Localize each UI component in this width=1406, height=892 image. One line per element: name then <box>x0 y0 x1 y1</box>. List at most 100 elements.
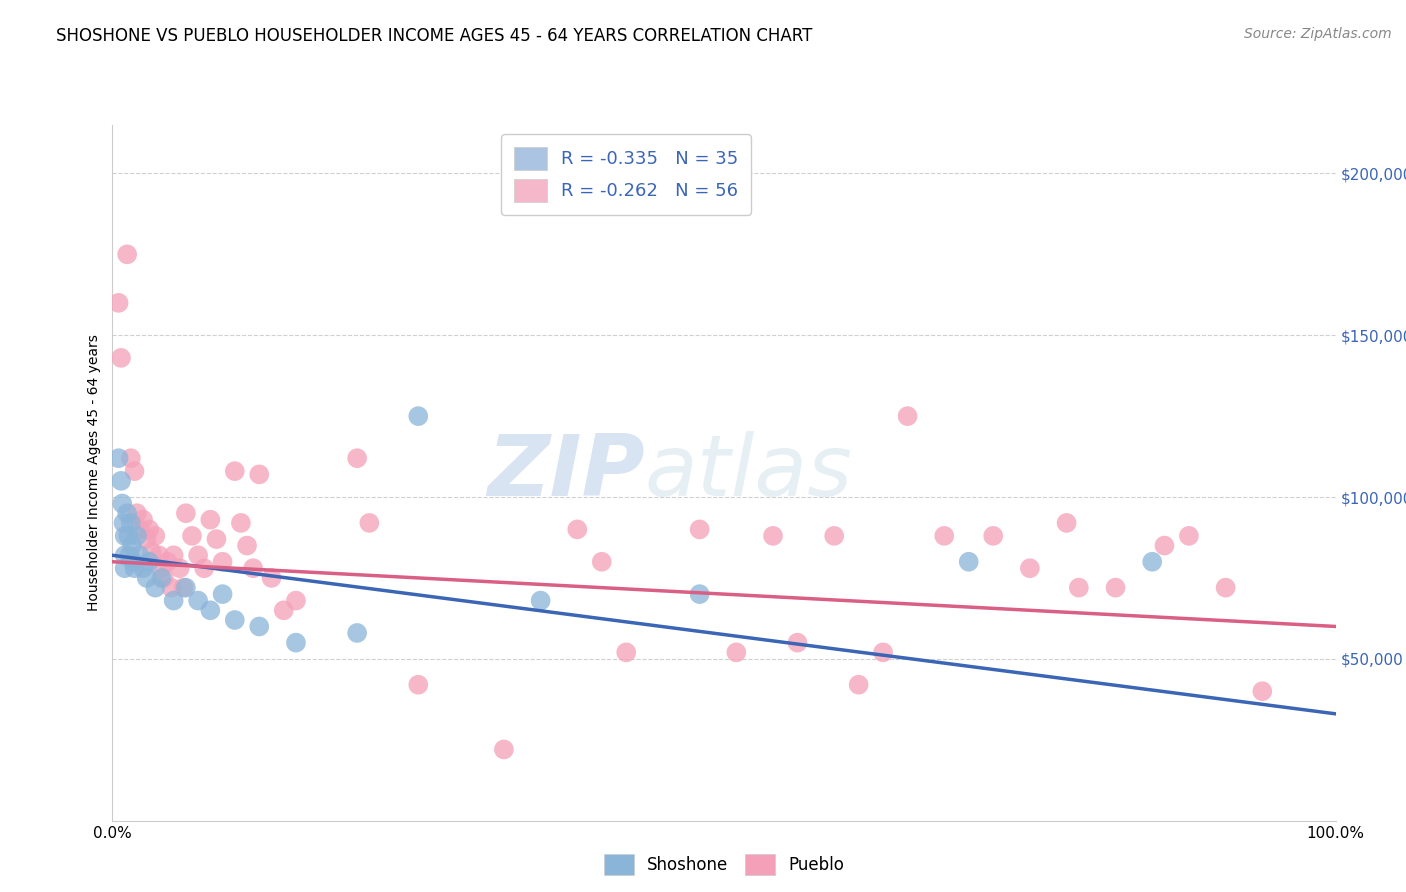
Point <box>111 496 134 510</box>
Point <box>174 581 197 595</box>
Point <box>273 603 295 617</box>
Point <box>1067 581 1090 595</box>
Point <box>138 522 160 536</box>
Point <box>169 561 191 575</box>
Point <box>247 619 270 633</box>
Point <box>872 645 894 659</box>
Point <box>128 522 150 536</box>
Point <box>132 513 155 527</box>
Point <box>284 635 308 649</box>
Point <box>112 516 135 530</box>
Point <box>115 506 138 520</box>
Point <box>121 539 143 553</box>
Point <box>957 555 980 569</box>
Point <box>224 464 246 478</box>
Point <box>492 742 515 756</box>
Point <box>1018 561 1040 575</box>
Point <box>260 571 283 585</box>
Point <box>1215 581 1237 595</box>
Point <box>120 516 142 530</box>
Point <box>143 581 166 595</box>
Point <box>114 529 136 543</box>
Point <box>229 516 252 530</box>
Point <box>114 549 136 563</box>
Point <box>762 529 785 543</box>
Point <box>408 678 430 692</box>
Point <box>224 613 246 627</box>
Legend: Shoshone, Pueblo: Shoshone, Pueblo <box>598 847 851 882</box>
Point <box>110 351 132 365</box>
Point <box>614 645 637 659</box>
Point <box>346 451 368 466</box>
Point <box>211 587 233 601</box>
Y-axis label: Householder Income Ages 45 - 64 years: Householder Income Ages 45 - 64 years <box>87 334 101 611</box>
Point <box>172 581 194 595</box>
Point <box>181 529 204 543</box>
Point <box>236 539 259 553</box>
Point <box>163 593 186 607</box>
Point <box>156 555 179 569</box>
Point <box>529 593 551 607</box>
Point <box>689 522 711 536</box>
Point <box>242 561 264 575</box>
Text: atlas: atlas <box>644 431 852 515</box>
Point <box>187 593 209 607</box>
Point <box>200 513 222 527</box>
Point <box>211 555 233 569</box>
Point <box>115 247 138 261</box>
Point <box>1104 581 1126 595</box>
Point <box>786 635 808 649</box>
Point <box>897 409 920 424</box>
Point <box>1178 529 1201 543</box>
Point <box>107 296 129 310</box>
Point <box>141 545 163 559</box>
Point <box>128 549 150 563</box>
Point <box>205 532 228 546</box>
Point <box>107 451 129 466</box>
Point <box>122 555 145 569</box>
Point <box>567 522 589 536</box>
Point <box>135 571 157 585</box>
Point <box>132 561 155 575</box>
Point <box>135 532 157 546</box>
Point <box>1153 539 1175 553</box>
Point <box>1251 684 1274 698</box>
Point <box>150 561 173 575</box>
Point <box>148 549 170 563</box>
Point <box>125 529 148 543</box>
Point <box>124 464 146 478</box>
Text: ZIP: ZIP <box>486 431 644 515</box>
Point <box>125 506 148 520</box>
Point <box>823 529 845 543</box>
Point <box>1056 516 1078 530</box>
Point <box>150 571 173 585</box>
Point <box>138 555 160 569</box>
Point <box>725 645 748 659</box>
Point <box>174 506 197 520</box>
Point <box>117 529 139 543</box>
Point <box>346 626 368 640</box>
Point <box>124 561 146 575</box>
Point <box>284 593 308 607</box>
Point <box>689 587 711 601</box>
Point <box>153 571 176 585</box>
Point <box>591 555 613 569</box>
Point <box>247 467 270 482</box>
Point <box>114 561 136 575</box>
Text: Source: ZipAtlas.com: Source: ZipAtlas.com <box>1244 27 1392 41</box>
Point <box>408 409 430 424</box>
Point <box>143 529 166 543</box>
Point <box>359 516 381 530</box>
Point <box>193 561 215 575</box>
Text: SHOSHONE VS PUEBLO HOUSEHOLDER INCOME AGES 45 - 64 YEARS CORRELATION CHART: SHOSHONE VS PUEBLO HOUSEHOLDER INCOME AG… <box>56 27 813 45</box>
Point <box>848 678 870 692</box>
Point <box>110 474 132 488</box>
Point <box>934 529 956 543</box>
Point <box>187 549 209 563</box>
Point <box>120 451 142 466</box>
Point <box>160 581 183 595</box>
Point <box>163 549 186 563</box>
Point <box>200 603 222 617</box>
Point <box>118 549 141 563</box>
Point <box>981 529 1004 543</box>
